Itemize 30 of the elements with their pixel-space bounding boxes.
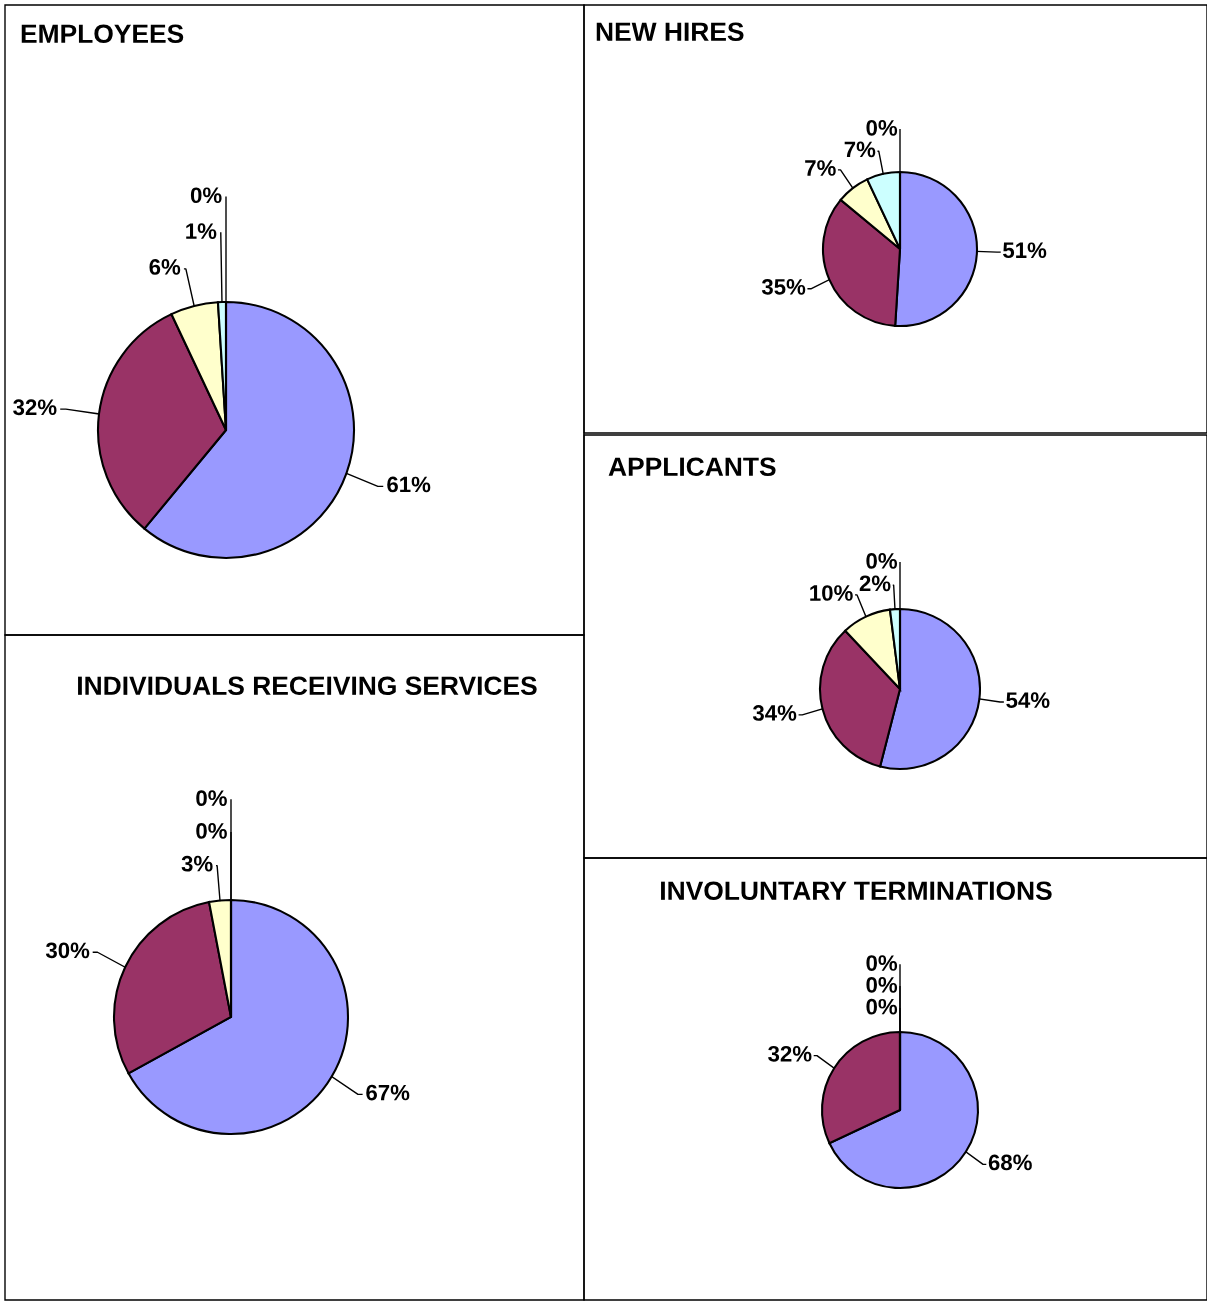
text: 0% bbox=[866, 119, 898, 136]
data-label: 54% bbox=[1006, 692, 1050, 708]
chart-title: INDIVIDUALS RECEIVING SERVICES bbox=[78, 676, 537, 696]
data-label: 2% bbox=[859, 575, 891, 592]
data-label: 1% bbox=[186, 223, 217, 239]
chart-title: EMPLOYEES bbox=[21, 24, 184, 44]
chart-title: APPLICANTS bbox=[608, 457, 776, 477]
data-label: 30% bbox=[45, 942, 90, 959]
data-label: 61% bbox=[387, 476, 431, 493]
data-label: 3% bbox=[181, 855, 213, 872]
text: 0% bbox=[196, 790, 227, 807]
text: 0% bbox=[190, 187, 222, 204]
data-label: 51% bbox=[1003, 242, 1047, 259]
data-label: 67% bbox=[366, 1084, 410, 1101]
text: 0% bbox=[196, 823, 227, 839]
data-label: 10% bbox=[810, 585, 853, 601]
data-label: 7% bbox=[844, 141, 876, 158]
text: 0% bbox=[866, 976, 898, 993]
data-label: 32% bbox=[768, 1045, 812, 1062]
data-label: 32% bbox=[13, 399, 57, 416]
text: 0% bbox=[866, 998, 898, 1015]
data-label: 35% bbox=[761, 278, 806, 295]
chart-title: INVOLUNTARY TERMINATIONS bbox=[661, 881, 1052, 901]
data-label: 7% bbox=[805, 160, 836, 176]
text: 0% bbox=[866, 955, 898, 971]
data-label: 68% bbox=[988, 1154, 1032, 1171]
text: 0% bbox=[866, 553, 898, 569]
data-label: 6% bbox=[149, 259, 181, 275]
chart-title: NEW HIRES bbox=[596, 22, 744, 42]
data-label: 34% bbox=[752, 705, 797, 721]
